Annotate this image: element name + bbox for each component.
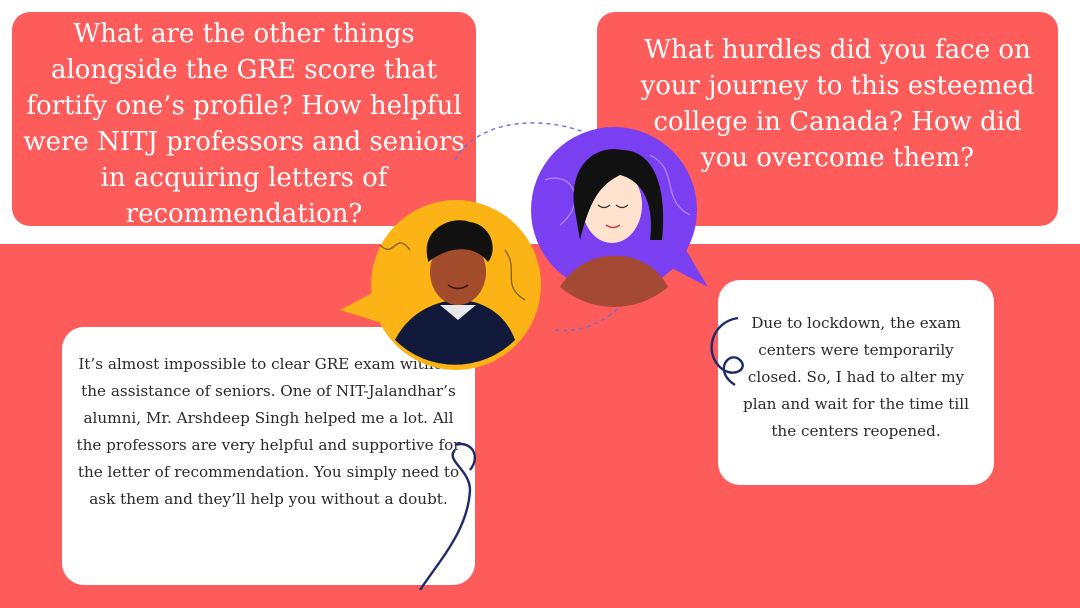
answer-card-right: Due to lockdown, the exam centers were t…	[718, 280, 994, 485]
question-card-left: What are the other things alongside the …	[12, 12, 476, 229]
answer-right-text: Due to lockdown, the exam centers were t…	[743, 314, 969, 440]
woman-avatar-icon	[531, 127, 708, 307]
answer-left-text: It’s almost impossible to clear GRE exam…	[76, 355, 461, 508]
answer-card-left: It’s almost impossible to clear GRE exam…	[62, 327, 475, 585]
man-avatar-icon	[340, 200, 541, 370]
squiggle-right-icon	[710, 316, 744, 387]
squiggle-left-icon	[419, 449, 472, 591]
question-left-text: What are the other things alongside the …	[23, 19, 465, 229]
question-right-text: What hurdles did you face on your journe…	[640, 35, 1035, 173]
dashed-connector-icon	[454, 122, 651, 332]
